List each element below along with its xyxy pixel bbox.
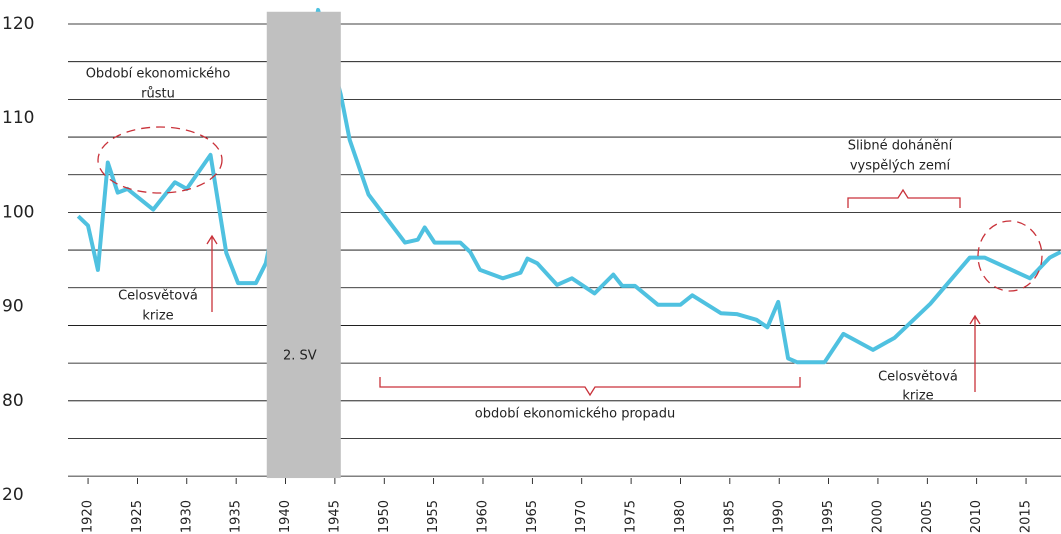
y-tick-label: 120 bbox=[2, 14, 34, 34]
x-tick-label: 1995 bbox=[821, 500, 836, 533]
annotation: Celosvětová bbox=[118, 289, 198, 304]
annotation: krize bbox=[142, 309, 173, 324]
annotation: krize bbox=[902, 389, 933, 404]
region: 2. SV bbox=[266, 11, 341, 479]
x-tick-label: 1960 bbox=[475, 500, 490, 533]
shaded-region bbox=[266, 11, 341, 479]
annotation: Celosvětová bbox=[878, 370, 958, 385]
annotation: vyspělých zemí bbox=[850, 159, 951, 174]
data-line bbox=[76, 7, 1061, 365]
annotation: období ekonomického propadu bbox=[475, 407, 675, 422]
x-tick-label: 1940 bbox=[278, 500, 293, 533]
x-tick-label: 2005 bbox=[920, 500, 935, 533]
grid bbox=[68, 23, 1061, 484]
annotation: Slibné dohánění bbox=[848, 139, 953, 154]
x-tick-label: 1920 bbox=[81, 500, 96, 533]
x-tick-label: 1945 bbox=[327, 500, 342, 533]
x-tick-label: 1985 bbox=[722, 500, 737, 533]
x-tick-label: 1970 bbox=[574, 500, 589, 533]
x-tick-label: 2010 bbox=[969, 500, 984, 533]
x-tick-label: 1980 bbox=[673, 500, 688, 533]
x-tick-label: 1925 bbox=[130, 500, 145, 533]
y-tick-label: 90 bbox=[2, 297, 24, 317]
x-tick-label: 1930 bbox=[179, 500, 194, 533]
arrow bbox=[206, 234, 218, 312]
y-tick-label: 80 bbox=[2, 391, 24, 411]
lines bbox=[76, 7, 1061, 365]
annotation: Období ekonomického bbox=[86, 67, 231, 82]
y-tick-label: 110 bbox=[2, 108, 34, 128]
annotations: Období ekonomického růstu Celosvětová kr… bbox=[86, 67, 1043, 422]
labels: 20 80 90 100 110 120 1920 1925 1930 1935 1940 1945 1… bbox=[2, 14, 1034, 533]
bracket bbox=[847, 188, 961, 208]
x-tick-label: 2015 bbox=[1019, 500, 1034, 533]
x-tick-label: 1935 bbox=[229, 500, 244, 533]
x-tick-label: 1965 bbox=[525, 500, 540, 533]
annotation: růstu bbox=[141, 87, 175, 102]
x-tick-label: 1955 bbox=[426, 500, 441, 533]
x-tick-label: 1950 bbox=[377, 500, 392, 533]
region-label: 2. SV bbox=[283, 349, 317, 364]
y-tick-label: 20 bbox=[2, 485, 24, 505]
x-tick-label: 1990 bbox=[772, 500, 787, 533]
arrow bbox=[969, 314, 981, 392]
dashed-ellipse bbox=[97, 126, 223, 194]
y-tick-label: 100 bbox=[2, 202, 34, 222]
x-tick-label: 1975 bbox=[624, 500, 639, 533]
bracket bbox=[379, 377, 801, 397]
dashed-ellipse bbox=[977, 220, 1043, 292]
x-tick-label: 2000 bbox=[870, 500, 885, 533]
